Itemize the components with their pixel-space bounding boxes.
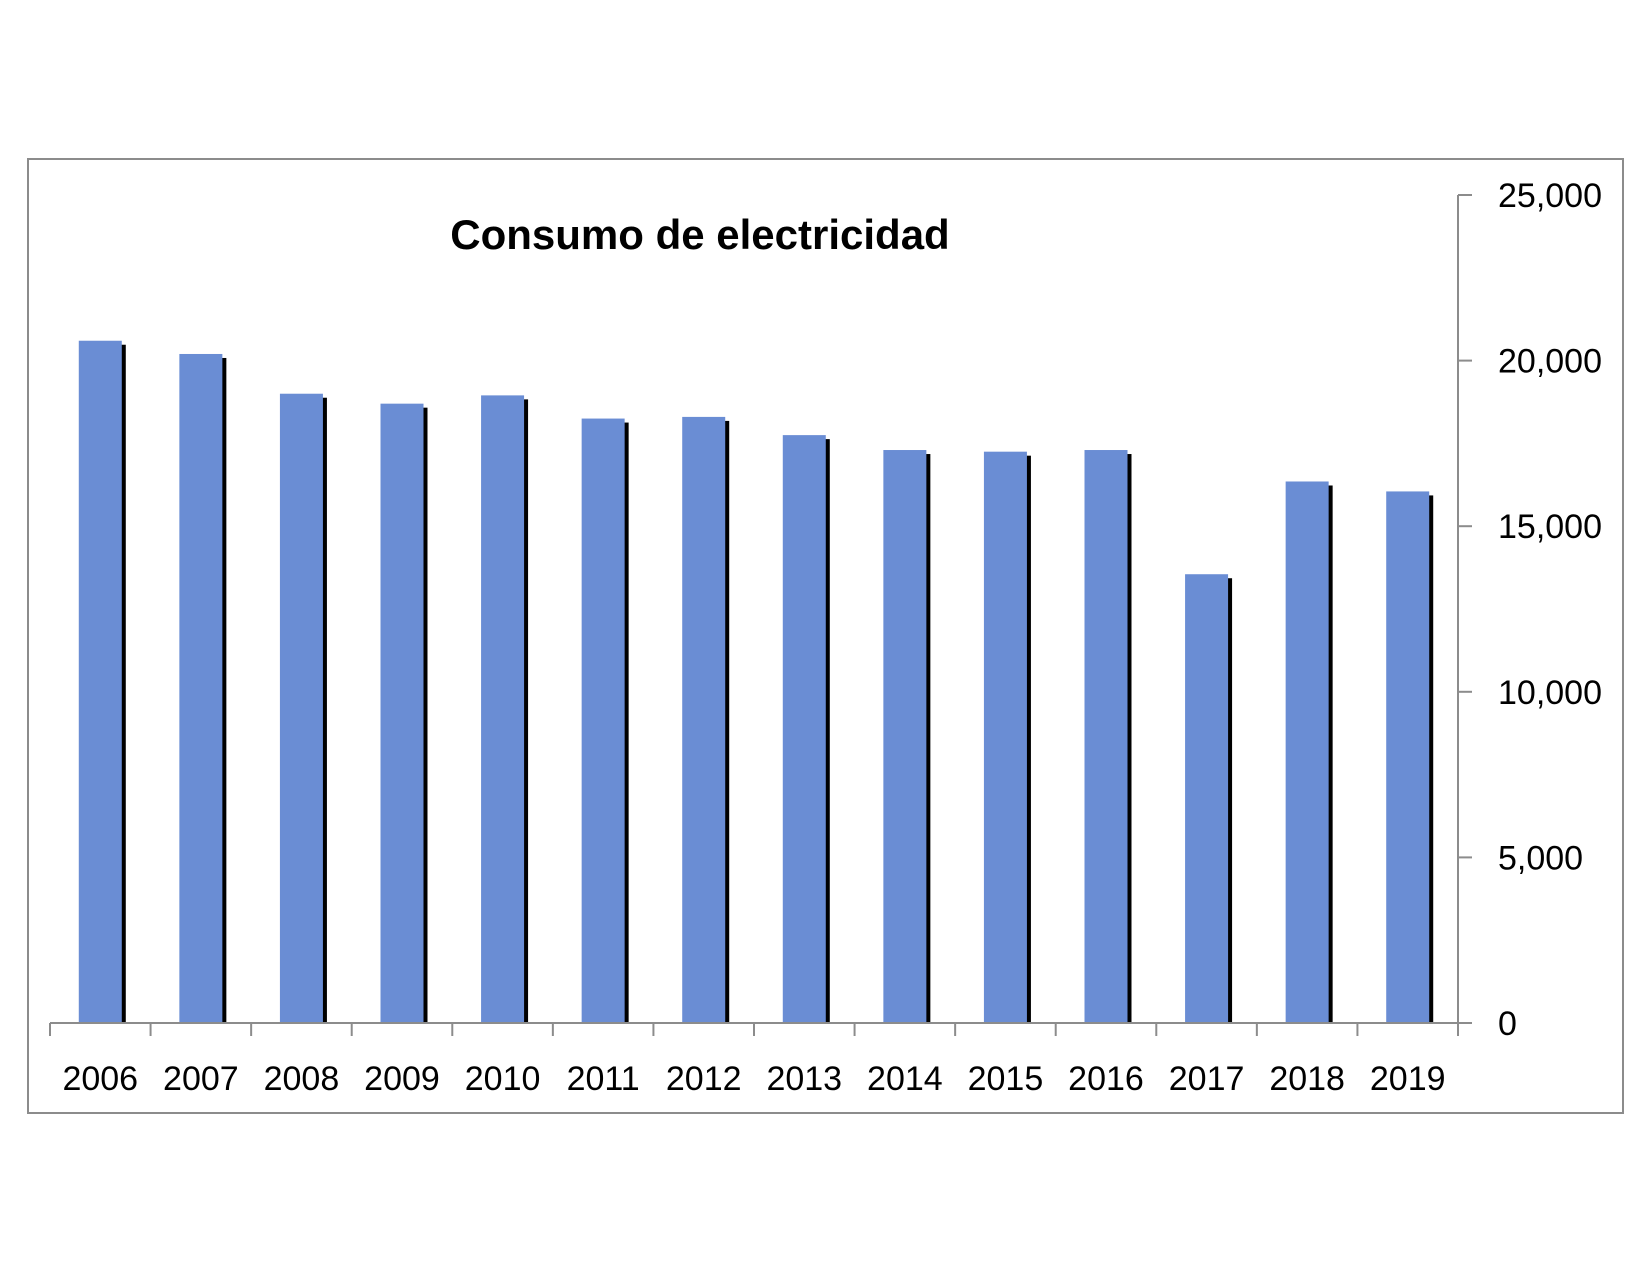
- y-tick-label: 15,000: [1498, 508, 1602, 546]
- x-tick-label: 2014: [867, 1060, 943, 1098]
- y-tick-label: 0: [1498, 1005, 1517, 1043]
- y-tick-label: 5,000: [1498, 839, 1583, 877]
- x-tick-label: 2009: [364, 1060, 440, 1098]
- bar-2009: [380, 403, 424, 1023]
- bar-2019: [1386, 491, 1430, 1023]
- bar-2011: [581, 418, 625, 1023]
- bar-2006: [78, 340, 122, 1023]
- x-tick-label: 2012: [666, 1060, 742, 1098]
- chart-title: Consumo de electricidad: [450, 211, 949, 258]
- x-tick-label: 2019: [1370, 1060, 1446, 1098]
- bar-2008: [279, 393, 323, 1024]
- y-tick-label: 20,000: [1498, 343, 1602, 381]
- bar-2013: [782, 435, 826, 1023]
- x-tick-label: 2016: [1068, 1060, 1144, 1098]
- bar-2007: [179, 353, 223, 1023]
- bar-2010: [481, 395, 525, 1024]
- axes-layer: 2006 2007 2008 2009 2010 2011 2012 2013 2014 2015…: [49, 177, 1602, 1098]
- bar-2017: [1185, 574, 1229, 1023]
- x-tick-label: 2018: [1269, 1060, 1345, 1098]
- bar-2015: [983, 451, 1027, 1023]
- x-tick-label: 2006: [62, 1060, 138, 1098]
- x-tick-label: 2011: [567, 1060, 640, 1098]
- y-tick-label: 10,000: [1498, 674, 1602, 712]
- bar-2014: [883, 450, 927, 1023]
- bar-2018: [1285, 481, 1329, 1023]
- x-tick-label: 2017: [1169, 1060, 1245, 1098]
- x-tick-label: 2013: [766, 1060, 842, 1098]
- bars-layer: [78, 340, 1434, 1024]
- bar-2016: [1084, 450, 1128, 1023]
- y-tick-label: 25,000: [1498, 177, 1602, 215]
- x-tick-label: 2008: [264, 1060, 340, 1098]
- x-tick-label: 2015: [968, 1060, 1044, 1098]
- x-tick-label: 2007: [163, 1060, 239, 1098]
- bar-2012: [682, 416, 726, 1023]
- x-tick-label: 2010: [465, 1060, 541, 1098]
